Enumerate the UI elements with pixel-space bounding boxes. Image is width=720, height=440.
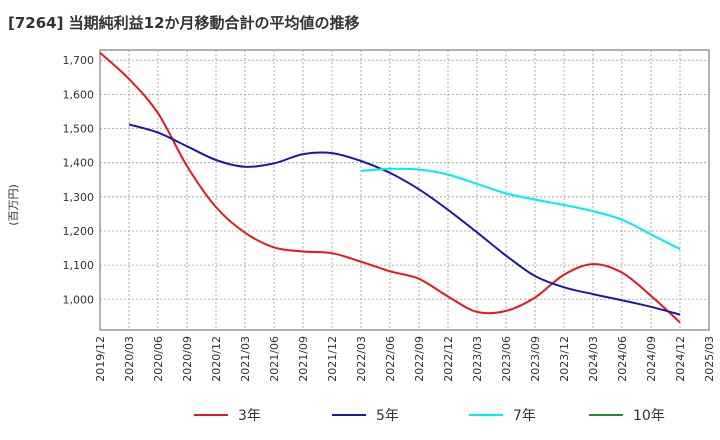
y-tick-label: 1,000	[63, 293, 95, 306]
x-tick-label: 2020/06	[152, 336, 165, 382]
x-tick-label: 2024/03	[587, 336, 600, 382]
x-tick-label: 2023/09	[529, 336, 542, 382]
x-tick-label: 2021/09	[297, 336, 310, 382]
legend-item-7y: 7年	[469, 408, 536, 424]
legend-label: 5年	[376, 408, 399, 424]
series-7y-line	[360, 167, 681, 250]
legend-item-10y: 10年	[589, 408, 665, 424]
legend-label: 7年	[513, 408, 536, 424]
y-axis-label: (百万円)	[7, 184, 20, 226]
series-5y-line	[128, 123, 681, 316]
plot-area	[99, 49, 710, 331]
y-tick-label: 1,300	[63, 191, 95, 204]
y-tick-label: 1,500	[63, 123, 95, 136]
y-tick-label: 1,200	[63, 225, 95, 238]
series-3y-line	[99, 51, 681, 324]
x-tick-label: 2021/12	[326, 336, 339, 382]
x-tick-label: 2021/06	[268, 336, 281, 382]
x-tick-label: 2024/12	[674, 336, 687, 382]
x-tick-label: 2021/03	[239, 336, 252, 382]
y-tick-label: 1,700	[63, 54, 95, 67]
x-tick-label: 2023/12	[558, 336, 571, 382]
legend-item-3y: 3年	[194, 408, 261, 424]
legend-item-5y: 5年	[332, 408, 399, 424]
x-tick-label: 2020/12	[210, 336, 223, 382]
x-tick-label: 2025/03	[703, 336, 716, 382]
x-tick-label: 2020/09	[181, 336, 194, 382]
y-tick-label: 1,600	[63, 88, 95, 101]
x-tick-label: 2020/03	[123, 336, 136, 382]
x-tick-label: 2022/03	[355, 336, 368, 382]
x-tick-label: 2023/03	[471, 336, 484, 382]
x-tick-label: 2022/09	[413, 336, 426, 382]
chart-title: [7264] 当期純利益12か月移動合計の平均値の推移	[8, 14, 360, 32]
y-tick-label: 1,400	[63, 157, 95, 170]
y-tick-label: 1,100	[63, 259, 95, 272]
x-tick-label: 2022/12	[442, 336, 455, 382]
x-tick-label: 2024/09	[645, 336, 658, 382]
x-tick-label: 2023/06	[500, 336, 513, 382]
x-tick-label: 2019/12	[94, 336, 107, 382]
x-tick-label: 2024/06	[616, 336, 629, 382]
legend-label: 3年	[238, 408, 261, 424]
legend-label: 10年	[633, 408, 665, 424]
x-tick-label: 2022/06	[384, 336, 397, 382]
